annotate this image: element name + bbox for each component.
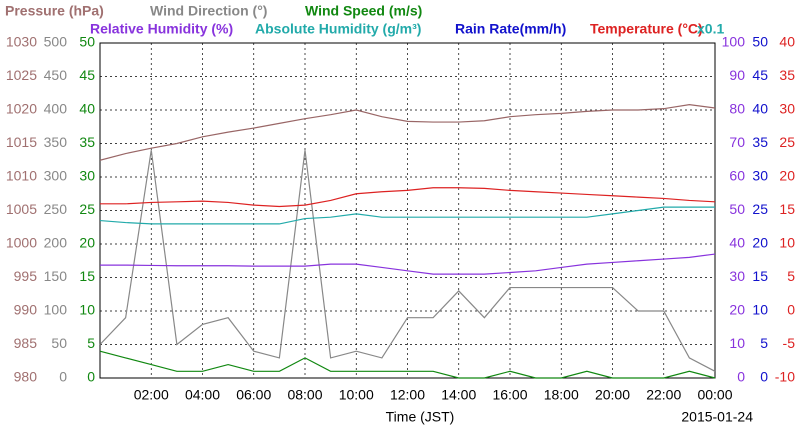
series-line: [99, 150, 716, 372]
y-tick-label: 5: [787, 268, 795, 284]
y-tick-label: 20: [729, 302, 745, 318]
y-tick-label: 90: [729, 67, 745, 83]
y-tick-label: 1020: [6, 101, 37, 117]
y-tick-label: 0: [787, 302, 795, 318]
y-tick-label: 1005: [6, 201, 37, 217]
y-tick-label: 10: [752, 302, 768, 318]
y-tick-label: -5: [783, 335, 796, 351]
series-line: [99, 206, 715, 225]
x-tick-label: 04:00: [185, 387, 220, 403]
y-tick-label: 0: [737, 369, 745, 385]
plot-frame: [99, 42, 716, 379]
y-tick-label: 150: [44, 268, 68, 284]
y-tick-label: 985: [14, 335, 38, 351]
y-tick-label: 25: [752, 201, 768, 217]
x-tick-label: 12:00: [390, 387, 425, 403]
y-tick-label: 1010: [6, 168, 37, 184]
x-tick-label: 20:00: [595, 387, 630, 403]
y-tick-label: 995: [14, 268, 38, 284]
y-tick-label: 60: [729, 168, 745, 184]
y-tick-label: 980: [14, 369, 38, 385]
y-tick-label: 35: [752, 134, 768, 150]
y-tick-label: 1000: [6, 235, 37, 251]
y-tick-label: 5: [760, 335, 768, 351]
y-tick-label: 20: [752, 235, 768, 251]
y-tick-label: 100: [722, 34, 746, 50]
legend-label: Relative Humidity (%): [90, 21, 233, 37]
y-tick-label: 80: [729, 101, 745, 117]
x-tick-label: 10:00: [339, 387, 374, 403]
y-tick-label: 35: [79, 134, 95, 150]
x-tick-label: 00:00: [697, 387, 732, 403]
y-tick-label: 15: [779, 201, 795, 217]
y-tick-label: 50: [51, 335, 67, 351]
y-tick-label: 50: [79, 34, 95, 50]
legend-label: Rain Rate(mm/h): [455, 21, 566, 37]
legend-label: Pressure (hPa): [5, 3, 104, 19]
series-line: [99, 350, 716, 379]
legend-label: Wind Speed (m/s): [305, 3, 422, 19]
y-tick-label: 5: [87, 335, 95, 351]
series-line: [99, 104, 716, 161]
x-tick-label: 14:00: [441, 387, 476, 403]
y-tick-label: 20: [779, 168, 795, 184]
y-tick-label: 50: [729, 201, 745, 217]
y-tick-label: 10: [79, 302, 95, 318]
y-tick-label: 40: [752, 101, 768, 117]
y-tick-label: 10: [779, 235, 795, 251]
x-tick-label: 22:00: [646, 387, 681, 403]
y-tick-label: 30: [779, 101, 795, 117]
y-tick-label: 1030: [6, 34, 37, 50]
series-line: [100, 253, 716, 275]
y-tick-label: 400: [44, 101, 68, 117]
y-tick-label: 15: [79, 268, 95, 284]
y-tick-label: 1025: [6, 67, 37, 83]
y-tick-label: 45: [752, 67, 768, 83]
date-label: 2015-01-24: [681, 409, 753, 425]
x-tick-label: 08:00: [287, 387, 322, 403]
legend-label: Wind Direction (°): [150, 3, 267, 19]
legend-label: Temperature (°C): [590, 21, 703, 37]
y-tick-label: 40: [729, 235, 745, 251]
y-tick-label: 35: [779, 67, 795, 83]
y-tick-label: 500: [44, 34, 68, 50]
legend-label: x0.1: [697, 21, 724, 37]
legend-label: Absolute Humidity (g/m³): [255, 21, 421, 37]
y-tick-label: 0: [59, 369, 67, 385]
y-tick-label: 40: [79, 101, 95, 117]
y-tick-label: 200: [44, 235, 68, 251]
y-tick-label: 20: [79, 235, 95, 251]
y-tick-label: 0: [760, 369, 768, 385]
y-tick-label: 990: [14, 302, 38, 318]
y-tick-label: 250: [44, 201, 68, 217]
y-tick-label: 40: [779, 34, 795, 50]
y-tick-label: 450: [44, 67, 68, 83]
x-tick-label: 06:00: [236, 387, 271, 403]
y-tick-label: 50: [752, 34, 768, 50]
y-tick-label: 30: [729, 268, 745, 284]
y-tick-label: 25: [779, 134, 795, 150]
x-axis-label: Time (JST): [386, 409, 455, 425]
x-tick-label: 18:00: [544, 387, 579, 403]
y-tick-label: 300: [44, 168, 68, 184]
series-line: [100, 187, 716, 208]
y-tick-label: 15: [752, 268, 768, 284]
y-tick-label: 100: [44, 302, 68, 318]
y-tick-label: 30: [79, 168, 95, 184]
y-tick-label: 350: [44, 134, 68, 150]
y-tick-label: 25: [79, 201, 95, 217]
y-tick-label: 0: [87, 369, 95, 385]
y-tick-label: 30: [752, 168, 768, 184]
y-tick-label: 10: [729, 335, 745, 351]
y-tick-label: -10: [775, 369, 795, 385]
y-tick-label: 45: [79, 67, 95, 83]
y-tick-label: 1015: [6, 134, 37, 150]
x-tick-label: 16:00: [492, 387, 527, 403]
x-tick-label: 02:00: [134, 387, 169, 403]
y-tick-label: 70: [729, 134, 745, 150]
